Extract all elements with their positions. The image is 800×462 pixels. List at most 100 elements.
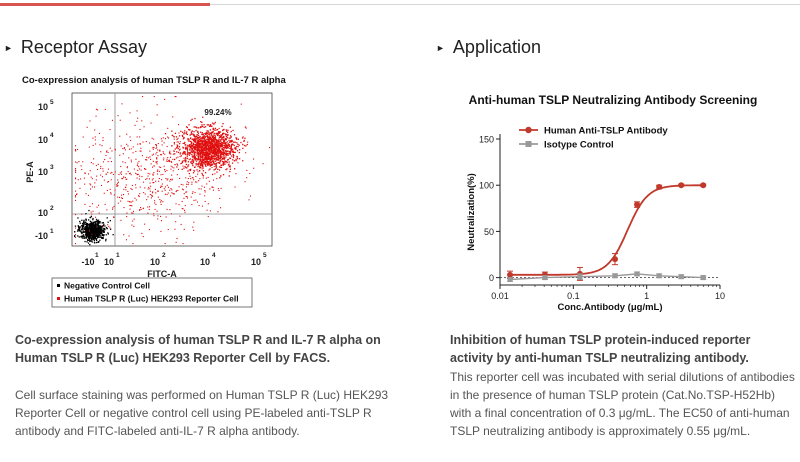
reporter-cell-point bbox=[198, 141, 200, 143]
reporter-cell-point bbox=[212, 159, 214, 161]
negative-control-cell-point bbox=[85, 230, 87, 232]
reporter-cell-point bbox=[203, 152, 205, 154]
reporter-cell-point bbox=[224, 146, 226, 149]
reporter-cell-point bbox=[75, 196, 77, 198]
facs-y-tick-label: -10 bbox=[35, 231, 48, 241]
reporter-cell-point bbox=[149, 150, 151, 152]
negative-control-cell-point bbox=[92, 221, 94, 223]
reporter-cell-point bbox=[205, 146, 207, 148]
negative-control-cell-point bbox=[97, 227, 99, 229]
reporter-cell-point bbox=[178, 149, 181, 151]
reporter-cell-point bbox=[203, 144, 205, 146]
reporter-cell-point bbox=[225, 129, 227, 131]
negative-control-cell-point bbox=[94, 231, 97, 233]
reporter-cell-point bbox=[191, 158, 193, 161]
reporter-cell-point bbox=[205, 154, 207, 156]
reporter-cell-point bbox=[197, 130, 199, 133]
reporter-cell-point bbox=[75, 190, 77, 192]
reporter-cell-point bbox=[160, 174, 162, 176]
reporter-cell-point bbox=[206, 156, 208, 158]
negative-control-cell-point bbox=[84, 234, 87, 236]
reporter-cell-point bbox=[219, 177, 221, 179]
reporter-cell-point bbox=[183, 153, 185, 155]
reporter-cell-point bbox=[206, 158, 208, 160]
reporter-cell-point bbox=[208, 169, 210, 171]
reporter-cell-point bbox=[226, 154, 228, 156]
reporter-cell-point bbox=[106, 189, 108, 191]
reporter-cell-point bbox=[171, 179, 173, 181]
reporter-cell-point bbox=[90, 184, 92, 186]
reporter-cell-point bbox=[226, 144, 229, 146]
reporter-cell-point bbox=[94, 129, 96, 131]
reporter-cell-point bbox=[79, 187, 81, 189]
reporter-cell-point bbox=[201, 160, 203, 162]
reporter-cell-point bbox=[213, 163, 215, 165]
reporter-cell-point bbox=[187, 153, 189, 156]
reporter-cell-point bbox=[219, 143, 221, 145]
negative-control-cell-point bbox=[98, 235, 100, 237]
reporter-cell-point bbox=[210, 161, 212, 164]
reporter-cell-point bbox=[188, 128, 190, 131]
reporter-cell-point bbox=[144, 187, 146, 189]
reporter-cell-point bbox=[126, 212, 128, 214]
negative-control-cell-point bbox=[91, 223, 93, 225]
reporter-cell-point bbox=[208, 140, 210, 142]
reporter-cell-point bbox=[223, 158, 225, 160]
reporter-cell-point bbox=[143, 192, 145, 194]
reporter-cell-point bbox=[208, 144, 210, 146]
reporter-cell-point bbox=[75, 227, 77, 229]
reporter-cell-point bbox=[196, 141, 199, 143]
facs-y-tick-exponent: 2 bbox=[50, 205, 54, 212]
negative-control-cell-point bbox=[87, 224, 89, 226]
reporter-cell-point bbox=[75, 178, 77, 180]
reporter-cell-point bbox=[222, 174, 225, 176]
reporter-cell-point bbox=[208, 164, 210, 166]
reporter-cell-point bbox=[223, 141, 226, 143]
reporter-cell-point bbox=[222, 123, 224, 125]
curve-data-point bbox=[577, 274, 583, 280]
reporter-cell-point bbox=[199, 138, 201, 141]
reporter-cell-point bbox=[204, 172, 207, 174]
reporter-cell-point bbox=[211, 138, 213, 140]
reporter-cell-point bbox=[188, 146, 191, 148]
reporter-cell-point bbox=[179, 156, 181, 158]
reporter-cell-point bbox=[92, 163, 94, 165]
reporter-cell-point bbox=[211, 160, 213, 163]
reporter-cell-point bbox=[85, 193, 87, 195]
reporter-cell-point bbox=[202, 177, 204, 179]
reporter-cell-point bbox=[134, 124, 136, 126]
reporter-cell-point bbox=[182, 135, 184, 138]
reporter-cell-point bbox=[188, 169, 190, 171]
reporter-cell-point bbox=[197, 140, 200, 142]
reporter-cell-point bbox=[185, 133, 187, 135]
negative-control-cell-point bbox=[83, 224, 85, 227]
reporter-cell-point bbox=[107, 171, 109, 173]
reporter-cell-point bbox=[195, 162, 197, 165]
reporter-cell-point bbox=[174, 158, 176, 161]
reporter-cell-point bbox=[191, 183, 193, 185]
reporter-cell-point bbox=[154, 200, 156, 202]
reporter-cell-point bbox=[206, 183, 208, 185]
negative-control-cell-point bbox=[79, 220, 81, 223]
reporter-cell-point bbox=[232, 156, 235, 158]
facs-x-axis-label: FITC-A bbox=[147, 269, 177, 279]
reporter-cell-point bbox=[246, 177, 248, 179]
reporter-cell-point bbox=[169, 195, 171, 197]
reporter-cell-point bbox=[214, 121, 216, 124]
reporter-cell-point bbox=[201, 159, 204, 161]
reporter-cell-point bbox=[237, 138, 239, 140]
reporter-cell-point bbox=[194, 151, 197, 153]
negative-control-cell-point bbox=[94, 227, 96, 230]
negative-control-cell-point bbox=[81, 225, 83, 227]
negative-control-cell-point bbox=[99, 234, 101, 236]
reporter-cell-point bbox=[129, 112, 131, 114]
negative-control-cell-point bbox=[74, 225, 77, 227]
reporter-cell-point bbox=[121, 103, 123, 105]
curve-x-tick-label: 1 bbox=[644, 291, 649, 301]
reporter-cell-point bbox=[213, 134, 215, 136]
reporter-cell-point bbox=[239, 158, 241, 160]
reporter-cell-point bbox=[181, 134, 183, 137]
reporter-cell-point bbox=[208, 155, 210, 157]
reporter-cell-point bbox=[200, 156, 203, 158]
reporter-cell-point bbox=[209, 161, 211, 163]
